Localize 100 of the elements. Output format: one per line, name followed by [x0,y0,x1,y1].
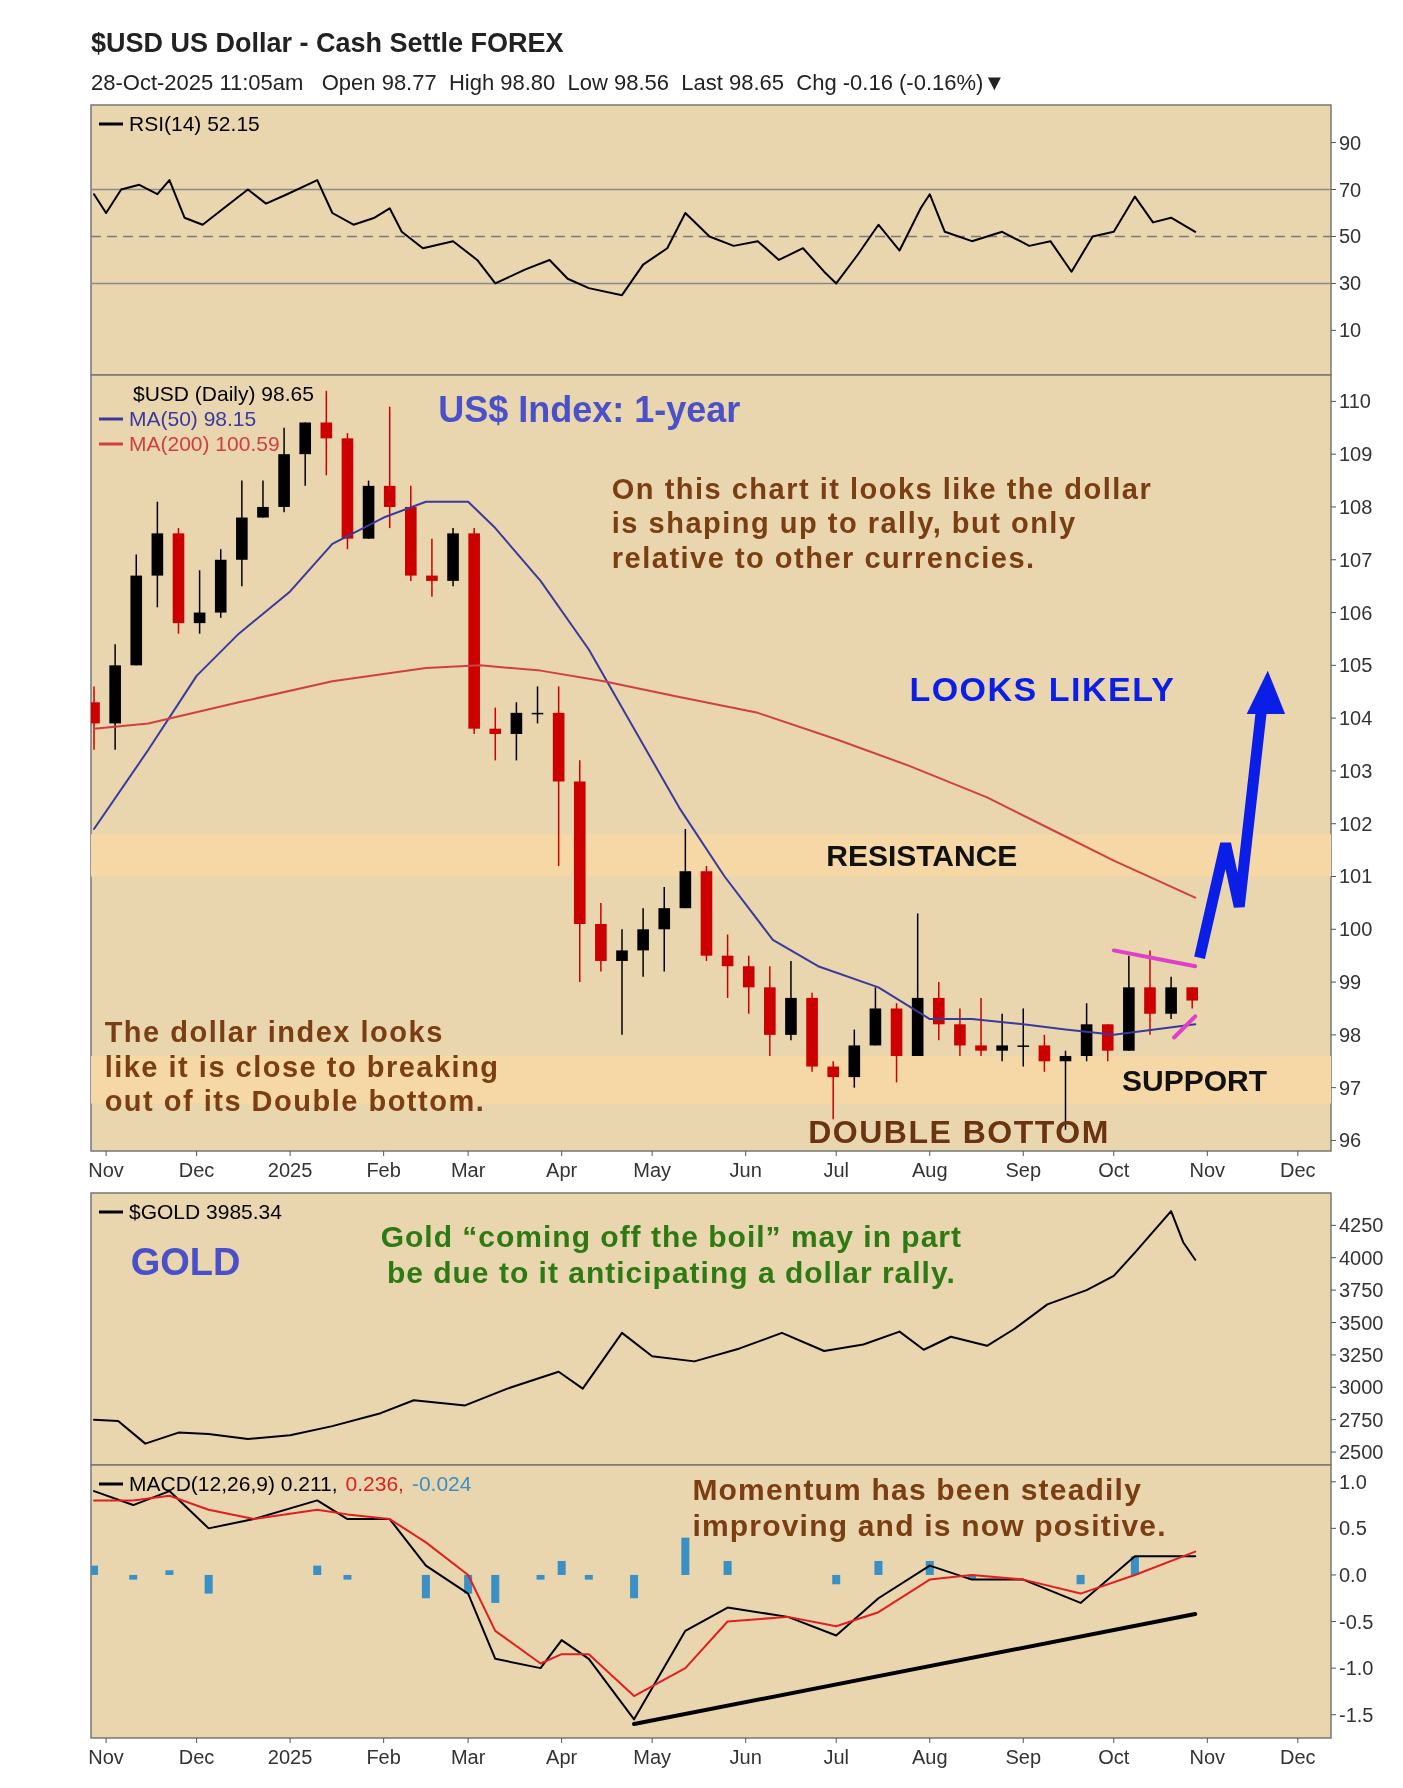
candlestick [954,1007,966,1057]
x-tick-label: Aug [911,1159,948,1181]
candlestick [1038,1034,1051,1073]
candlestick [827,1060,839,1121]
y-tick-label: 10 [1339,319,1362,342]
y-tick-label: 3500 [1339,1311,1384,1334]
annotation: The dollar index looks like it is close to breaking out of its Double bottom. [104,1016,500,1117]
y-tick-label: 109 [1339,443,1373,466]
y-tick-label: 101 [1339,865,1373,888]
candlestick [383,405,396,529]
y-tick-label: 3250 [1339,1343,1384,1366]
legend-label: RSI(14) 52.15 [129,112,260,135]
y-tick-label: 102 [1339,812,1373,835]
bar [204,1574,213,1594]
candlestick [742,954,755,1015]
x-tick-label: Feb [366,1159,401,1181]
x-tick-label: Apr [546,1159,578,1181]
x-tick-label: Dec [1280,1746,1316,1768]
candlestick [257,479,269,519]
x-tick-label: May [633,1746,672,1768]
legend-label: MA(50) 98.15 [129,407,257,430]
legend-title: $USD (Daily) 98.65 [133,382,314,405]
y-tick-label: 110 [1339,390,1371,413]
y-tick-label: 96 [1339,1129,1362,1152]
series-label: 0.236, [345,1472,404,1495]
chart-title: $USD US Dollar - Cash Settle FOREX [91,28,564,58]
legend-label: MA(200) 100.59 [129,432,280,455]
y-tick-label: 3000 [1339,1376,1384,1399]
y-tick-label: 0.5 [1339,1517,1367,1540]
candlestick [489,706,502,762]
candlestick [1017,1007,1030,1068]
y-tick-label: 106 [1339,601,1373,624]
band-label: SUPPORT [1122,1063,1268,1097]
y-tick-label: 2500 [1339,1441,1384,1464]
y-tick-label: 4250 [1339,1214,1384,1237]
candlestick [658,886,671,973]
x-tick-label: Oct [1098,1159,1130,1181]
y-tick-label: 100 [1339,918,1373,941]
bar [584,1574,593,1580]
x-tick-label: Nov [88,1159,124,1181]
candlestick [996,1013,1008,1063]
candlestick [637,907,649,978]
y-tick-label: 98 [1339,1023,1362,1046]
x-tick-label: Nov [88,1746,124,1768]
bar [874,1560,883,1575]
bar [832,1574,841,1585]
y-tick-label: -1.0 [1339,1657,1374,1680]
bar [491,1574,500,1603]
band-label: RESISTANCE [826,839,1018,873]
candlestick [975,997,987,1057]
bar [1076,1574,1085,1585]
chart-subtitle: 28-Oct-2025 11:05am Open 98.77 High 98.80 Low 98.56 Last 98.65 Chg -0.16 (-0.16%)▼ [91,70,1006,95]
candlestick [320,390,333,477]
bar [91,1565,99,1575]
y-tick-label: 2750 [1339,1408,1384,1431]
annotation: On this chart it looks like the dollar is shaping up to rally, but only relative to other currencies. [611,473,1153,574]
y-tick-label: 108 [1339,495,1373,518]
bar [681,1537,690,1575]
y-tick-label: 4000 [1339,1246,1384,1269]
y-tick-label: 50 [1339,225,1362,248]
y-tick-label: 0.0 [1339,1563,1367,1586]
annotation: Gold “coming off the boil” may in part be due to it anticipating a dollar rally. [380,1220,962,1289]
x-tick-label: Aug [911,1746,948,1768]
x-tick-label: Dec [178,1159,215,1181]
y-tick-label: 99 [1339,971,1362,994]
x-tick-label: Jun [729,1159,762,1181]
y-tick-label: 103 [1339,759,1373,782]
x-tick-label: Dec [178,1746,215,1768]
y-tick-label: 90 [1339,131,1362,154]
x-tick-label: Jul [823,1159,849,1181]
legend-label: MACD(12,26,9) 0.211, [129,1472,338,1495]
annotation: GOLD [130,1240,241,1283]
annotation: DOUBLE BOTTOM [808,1114,1110,1151]
x-tick-label: Mar [450,1746,486,1768]
line-series [93,664,1197,899]
x-tick-label: Mar [450,1159,486,1181]
line-series [93,179,1197,297]
x-tick-label: Sep [1005,1159,1042,1181]
bar [557,1560,566,1575]
y-tick-label: 1.0 [1339,1470,1367,1493]
x-tick-label: Dec [1280,1159,1316,1181]
y-tick-label: 30 [1339,272,1362,295]
bar [129,1574,138,1580]
bar [313,1565,322,1575]
y-tick-label: 3750 [1339,1279,1384,1302]
bar [536,1574,545,1580]
x-tick-label: 2025 [267,1746,313,1768]
y-tick-label: 70 [1339,178,1362,201]
annotation: US$ Index: 1-year [438,388,741,430]
annotation: Momentum has been steadily improving and is now positive. [692,1473,1167,1542]
legend-label: $GOLD 3985.34 [129,1200,283,1223]
candlestick [1186,986,1199,1010]
y-tick-label: 107 [1339,548,1373,571]
bar [421,1574,430,1599]
text: -0.024 [411,1472,472,1495]
x-tick-label: Jun [729,1746,762,1768]
y-tick-label: -1.5 [1339,1703,1374,1726]
x-tick-label: Jul [823,1746,849,1768]
candlestick [616,928,628,1036]
x-tick-label: 2025 [267,1159,313,1181]
